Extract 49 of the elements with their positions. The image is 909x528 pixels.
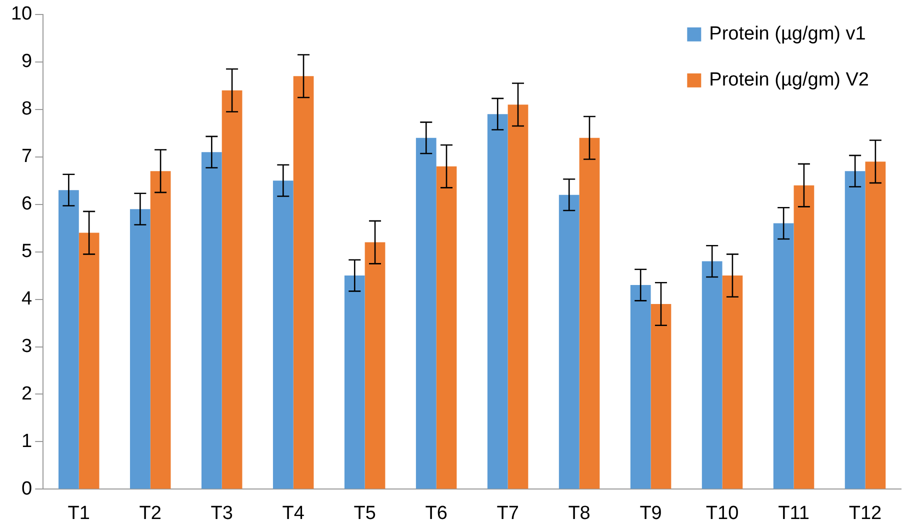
bar	[201, 152, 222, 489]
bar	[364, 242, 386, 489]
bar	[773, 223, 794, 489]
bar	[579, 138, 600, 489]
x-tick-label: T7	[496, 502, 519, 524]
legend-label: Protein (µg/gm) V2	[709, 70, 870, 91]
y-tick-label: 10	[10, 4, 32, 25]
y-tick-label: 4	[22, 288, 33, 310]
bar	[487, 114, 508, 489]
x-tick-label: T3	[210, 502, 233, 524]
x-tick-label: T1	[68, 502, 90, 524]
y-tick-label: 9	[22, 51, 32, 72]
y-tick-label: 8	[22, 98, 32, 120]
x-tick-label: T12	[848, 502, 882, 524]
bar	[558, 194, 580, 489]
bar	[130, 209, 150, 489]
y-tick-label: 6	[22, 194, 32, 215]
bar	[508, 104, 528, 489]
bar	[865, 162, 886, 489]
bar	[344, 276, 365, 489]
bar	[702, 261, 722, 489]
bar	[150, 171, 171, 489]
y-tick-label: 3	[22, 336, 32, 357]
x-tick-label: T8	[568, 502, 590, 524]
bar	[416, 138, 436, 489]
bar	[436, 166, 457, 489]
x-tick-label: T2	[139, 502, 162, 524]
bar	[722, 276, 743, 489]
legend-label: Protein (µg/gm) v1	[709, 24, 866, 45]
bar	[78, 232, 100, 489]
bar	[293, 76, 314, 489]
bar	[794, 185, 814, 489]
y-tick-label: 0	[22, 478, 32, 500]
y-tick-label: 2	[22, 383, 32, 404]
x-tick-label: T9	[640, 502, 662, 524]
y-tick-label: 1	[22, 430, 32, 452]
bar	[650, 304, 672, 489]
y-tick-label: 7	[22, 146, 32, 168]
bar	[222, 90, 242, 489]
x-tick-label: T5	[354, 502, 376, 524]
y-tick-label: 5	[22, 241, 32, 262]
x-tick-label: T4	[282, 502, 305, 524]
bar	[630, 285, 651, 489]
bar	[58, 190, 79, 489]
bar	[272, 180, 294, 489]
x-tick-label: T10	[706, 502, 739, 524]
x-tick-label: T11	[778, 502, 810, 524]
x-tick-label: T6	[425, 502, 448, 524]
bar	[844, 171, 866, 489]
